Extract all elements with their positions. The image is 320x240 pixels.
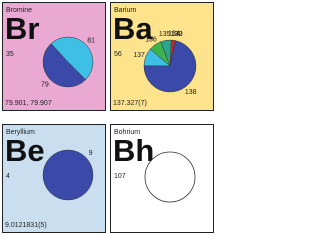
atomic-number: 56 [114, 51, 122, 58]
atomic-weight: 79.901, 79.907 [5, 100, 52, 107]
atomic-number: 107 [114, 173, 126, 180]
atomic-number: 4 [6, 173, 10, 180]
empty-pie [144, 151, 196, 203]
element-symbol: Br [5, 11, 39, 46]
slice-label: 136 [145, 37, 157, 44]
element-symbol: Be [5, 133, 45, 168]
element-name: Beryllium [6, 129, 35, 136]
element-name: Bromine [6, 7, 32, 14]
slice-label: 134 [168, 31, 180, 38]
slice-label: 138 [185, 89, 197, 96]
atomic-number: 35 [6, 51, 14, 58]
pie-slice [42, 43, 87, 88]
slice-label: 79 [41, 82, 49, 89]
element-name: Barium [114, 7, 136, 14]
pie-slice [50, 36, 94, 81]
slice-label: 132 [171, 31, 183, 38]
slice-label: 135 [159, 31, 171, 38]
element-name: Bohrium [114, 129, 140, 136]
slice-label: 81 [87, 37, 95, 44]
atomic-weight: 137.327(7) [113, 100, 147, 107]
slice-label: 137 [133, 52, 145, 59]
pie-slice [42, 149, 94, 201]
page: {"chart_data": [ {"type": "pie", "name":… [2, 2, 214, 233]
element-symbol: Ba [113, 11, 153, 46]
slice-label: 9 [89, 150, 93, 157]
element-symbol: Bh [113, 133, 154, 168]
slice-label: 130 [171, 31, 183, 38]
atomic-weight: 9.0121831(5) [5, 222, 47, 229]
pie-slice [143, 40, 197, 93]
